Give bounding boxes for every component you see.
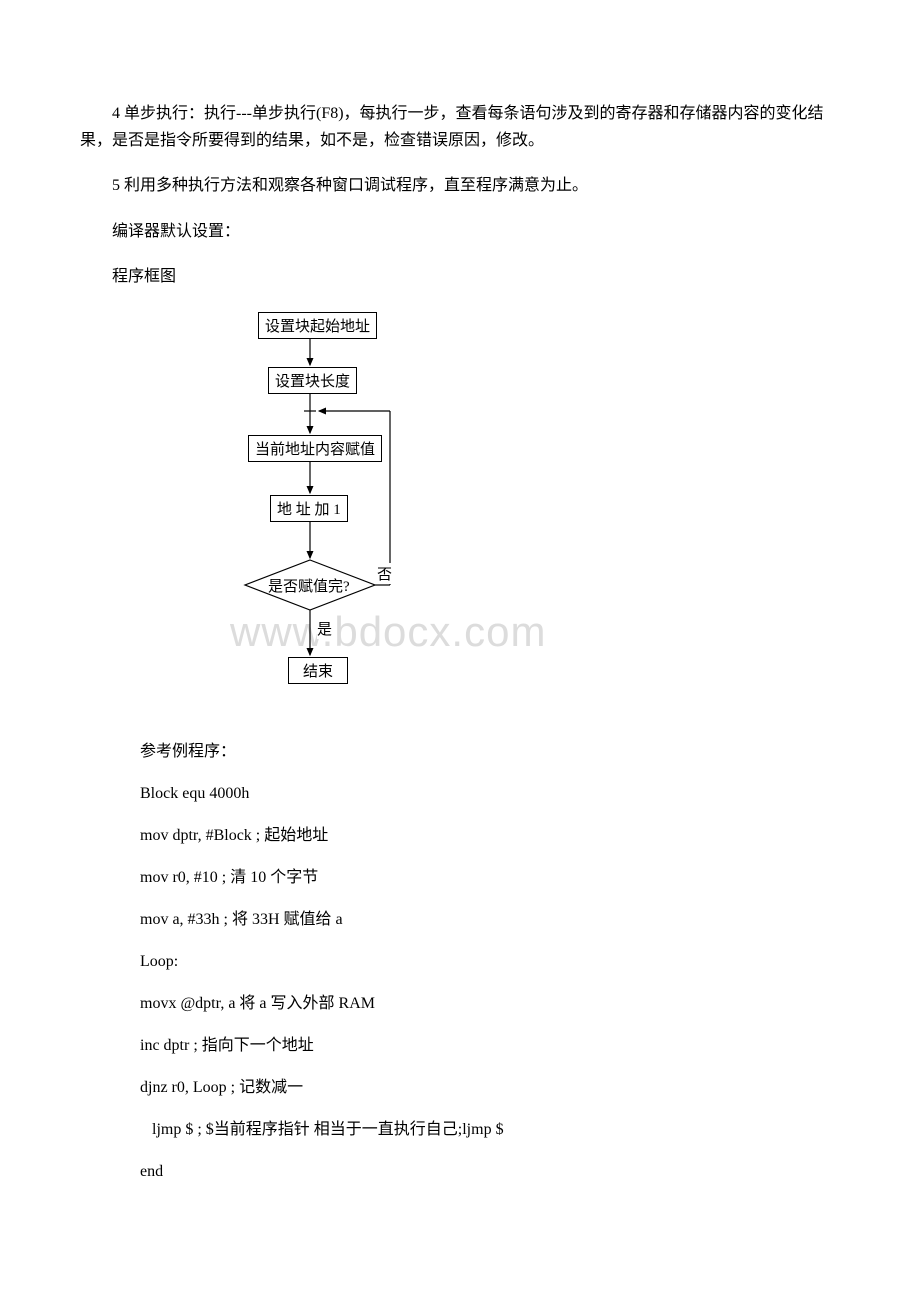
paragraph-flowchart-title: 程序框图	[80, 263, 840, 290]
flowchart-node-start-addr: 设置块起始地址	[258, 312, 377, 339]
paragraph-step4: 4 单步执行：执行---单步执行(F8)，每执行一步，查看每条语句涉及到的寄存器…	[80, 100, 840, 154]
code-line-7: inc dptr ; 指向下一个地址	[80, 1034, 840, 1058]
code-line-3: mov r0, #10 ; 清 10 个字节	[80, 866, 840, 890]
code-block: 参考例程序： Block equ 4000h mov dptr, #Block …	[80, 740, 840, 1184]
code-ref-label: 参考例程序：	[80, 740, 840, 764]
code-line-5: Loop:	[80, 950, 840, 974]
code-line-8: djnz r0, Loop ; 记数减一	[80, 1076, 840, 1100]
code-line-9: ljmp $ ; $当前程序指针 相当于一直执行自己;ljmp $	[80, 1118, 840, 1142]
code-line-6: movx @dptr, a 将 a 写入外部 RAM	[80, 992, 840, 1016]
flowchart-diamond-label: 是否赋值完?	[268, 575, 350, 596]
flowchart-node-set-length: 设置块长度	[268, 367, 357, 394]
flowchart-node-assign: 当前地址内容赋值	[248, 435, 382, 462]
paragraph-step5: 5 利用多种执行方法和观察各种窗口调试程序，直至程序满意为止。	[80, 172, 840, 199]
paragraph-compiler: 编译器默认设置：	[80, 218, 840, 245]
code-line-1: Block equ 4000h	[80, 782, 840, 806]
flowchart-node-inc-addr: 地 址 加 1	[270, 495, 348, 522]
flowchart-label-yes: 是	[317, 618, 332, 639]
flowchart-node-end: 结束	[288, 657, 348, 684]
code-line-10: end	[80, 1160, 840, 1184]
code-line-2: mov dptr, #Block ; 起始地址	[80, 824, 840, 848]
flowchart-diagram: 设置块起始地址 设置块长度 当前地址内容赋值 地 址 加 1 是否赋值完? 否 …	[180, 310, 440, 710]
flowchart-label-no: 否	[377, 563, 392, 584]
code-line-4: mov a, #33h ; 将 33H 赋值给 a	[80, 908, 840, 932]
